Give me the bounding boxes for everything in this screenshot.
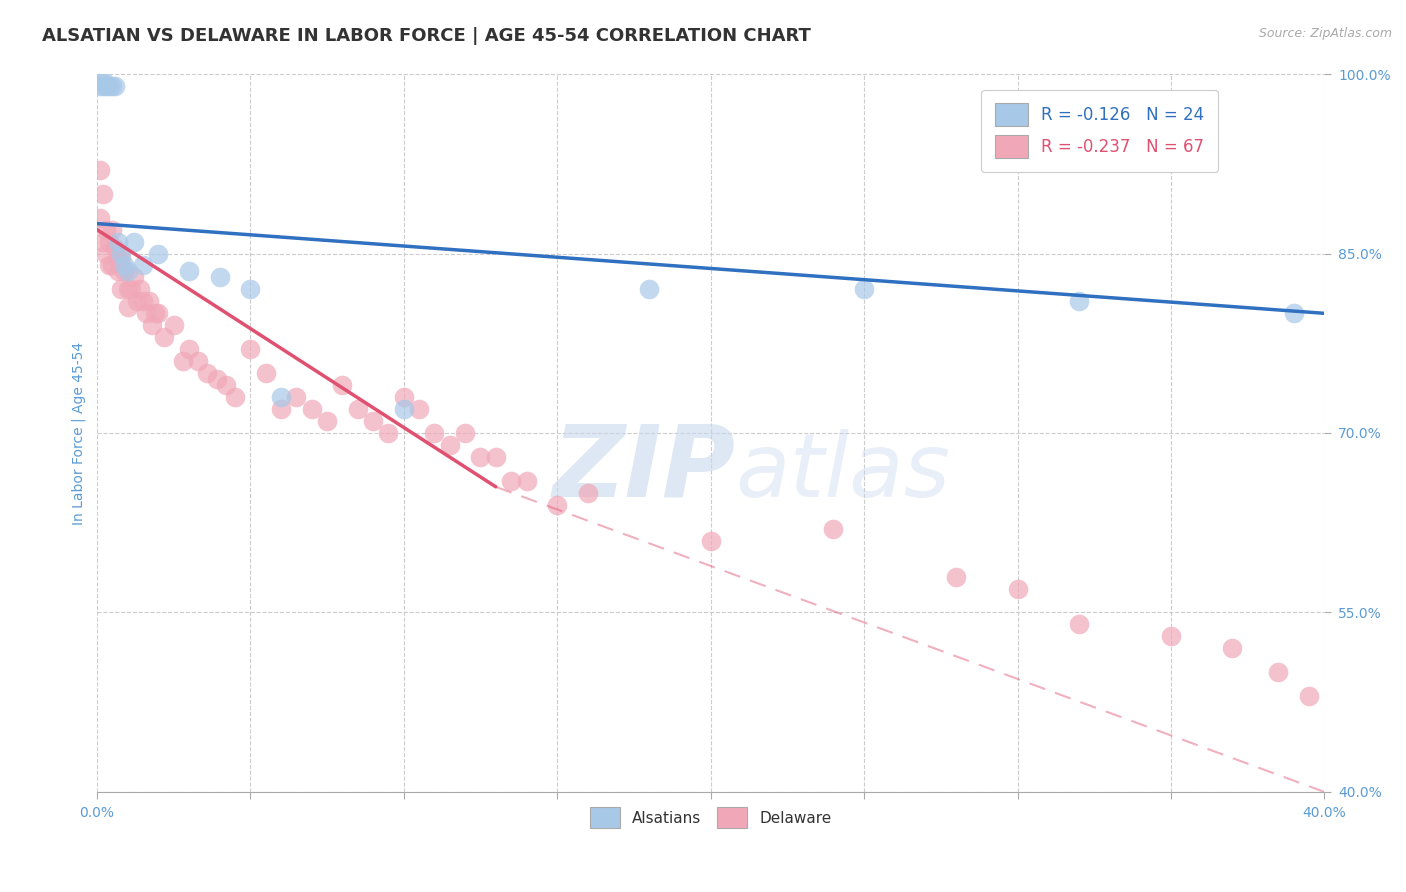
Point [470, 450, 492, 464]
Legend: Alsatians, Delaware: Alsatians, Delaware [583, 801, 838, 835]
Point [638, 282, 661, 296]
Point [101, 222, 124, 236]
Point [89, 162, 111, 177]
Point [224, 390, 246, 404]
Point [205, 372, 228, 386]
Point [89, 73, 111, 87]
Point [122, 235, 145, 249]
Point [454, 425, 477, 440]
Point [853, 282, 876, 296]
Point [143, 306, 166, 320]
Point [132, 259, 155, 273]
Point [110, 252, 132, 267]
Point [135, 306, 157, 320]
Point [114, 259, 136, 273]
Text: Source: ZipAtlas.com: Source: ZipAtlas.com [1258, 27, 1392, 40]
Point [162, 318, 184, 333]
Point [439, 438, 461, 452]
Point [1160, 629, 1182, 643]
Point [98, 235, 121, 249]
Point [239, 282, 262, 296]
Text: atlas: atlas [735, 429, 950, 516]
Point [114, 264, 136, 278]
Point [110, 246, 132, 260]
Point [392, 390, 415, 404]
Point [94, 78, 117, 93]
Point [945, 569, 967, 583]
Text: ZIP: ZIP [553, 420, 735, 517]
Point [148, 246, 170, 260]
Point [98, 78, 121, 93]
Point [110, 282, 132, 296]
Point [172, 354, 194, 368]
Point [1067, 294, 1090, 309]
Point [576, 485, 599, 500]
Point [91, 186, 114, 201]
Point [361, 414, 384, 428]
Point [89, 78, 111, 93]
Point [101, 78, 124, 93]
Point [823, 522, 845, 536]
Point [195, 366, 218, 380]
Y-axis label: In Labor Force | Age 45-54: In Labor Force | Age 45-54 [72, 342, 86, 524]
Point [301, 402, 323, 417]
Point [104, 78, 127, 93]
Point [104, 240, 127, 254]
Point [270, 402, 292, 417]
Point [515, 474, 537, 488]
Point [91, 78, 114, 93]
Point [91, 235, 114, 249]
Point [141, 318, 163, 333]
Point [117, 282, 139, 296]
Point [107, 235, 129, 249]
Point [117, 264, 139, 278]
Point [120, 282, 142, 296]
Point [89, 211, 111, 225]
Point [1222, 641, 1244, 656]
Point [423, 425, 446, 440]
Point [138, 294, 160, 309]
Point [270, 390, 292, 404]
Point [132, 294, 155, 309]
Point [546, 498, 568, 512]
Point [1007, 582, 1029, 596]
Point [187, 354, 209, 368]
Point [1267, 665, 1289, 680]
Point [128, 282, 150, 296]
Point [215, 378, 238, 392]
Point [177, 264, 200, 278]
Point [94, 222, 117, 236]
Point [408, 402, 430, 417]
Point [285, 390, 308, 404]
Point [94, 246, 117, 260]
Point [377, 425, 399, 440]
Point [208, 270, 231, 285]
Point [125, 294, 148, 309]
Point [107, 252, 129, 267]
Point [1298, 690, 1320, 704]
Point [346, 402, 368, 417]
Point [177, 343, 200, 357]
Point [699, 533, 721, 548]
Point [1282, 306, 1305, 320]
Point [148, 306, 170, 320]
Point [316, 414, 339, 428]
Point [254, 366, 277, 380]
Point [485, 450, 508, 464]
Point [107, 264, 129, 278]
Point [239, 343, 262, 357]
Point [332, 378, 354, 392]
Point [392, 402, 415, 417]
Point [1067, 617, 1090, 632]
Point [501, 474, 523, 488]
Point [117, 301, 139, 315]
Point [153, 330, 176, 344]
Text: ALSATIAN VS DELAWARE IN LABOR FORCE | AGE 45-54 CORRELATION CHART: ALSATIAN VS DELAWARE IN LABOR FORCE | AG… [42, 27, 811, 45]
Point [122, 270, 145, 285]
Point [91, 73, 114, 87]
Point [101, 259, 124, 273]
Point [98, 259, 121, 273]
